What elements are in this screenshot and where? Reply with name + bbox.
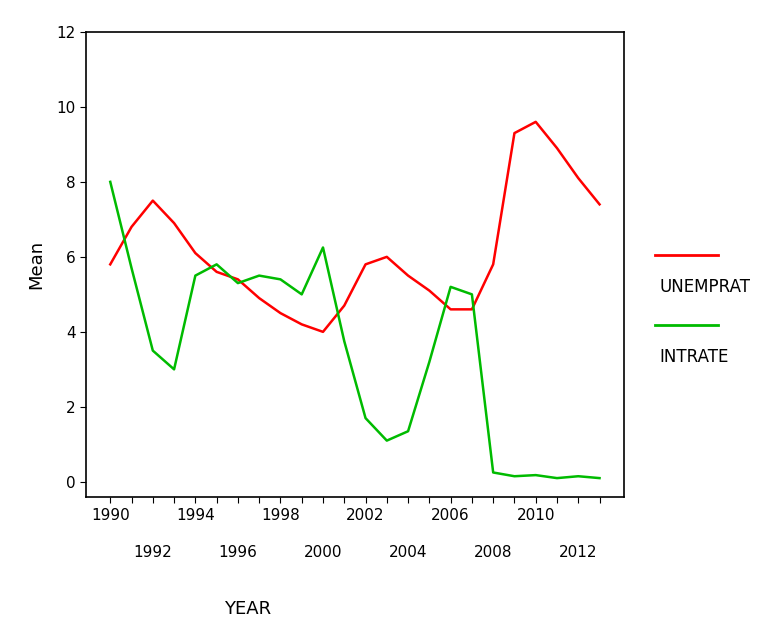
Text: 2012: 2012 — [559, 545, 597, 560]
Text: 2008: 2008 — [474, 545, 512, 560]
Text: 2004: 2004 — [389, 545, 427, 560]
Text: INTRATE: INTRATE — [659, 348, 729, 366]
Text: YEAR: YEAR — [224, 600, 271, 618]
Y-axis label: Mean: Mean — [27, 240, 45, 289]
Text: UNEMPRAT: UNEMPRAT — [659, 278, 750, 296]
Text: 1992: 1992 — [133, 545, 172, 560]
Text: 1996: 1996 — [218, 545, 257, 560]
Text: 2000: 2000 — [303, 545, 342, 560]
